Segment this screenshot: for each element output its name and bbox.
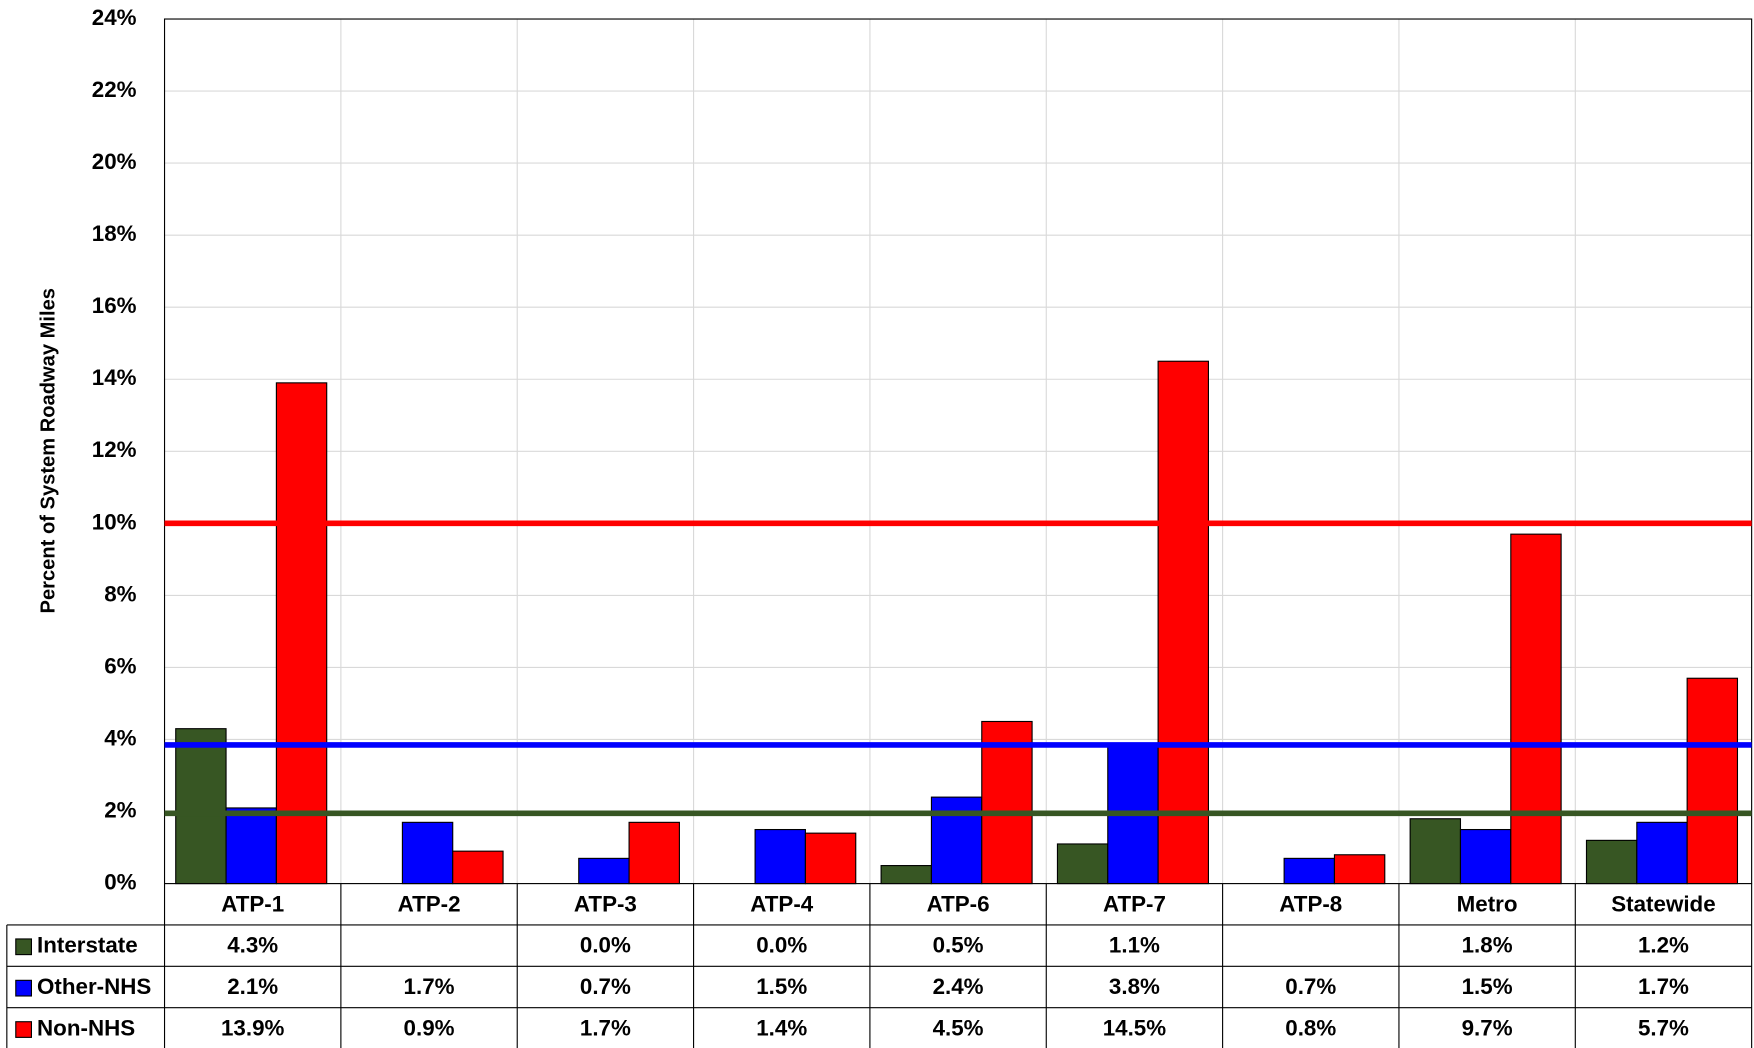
table-value: 1.1% — [1109, 933, 1160, 958]
y-tick-label: 18% — [92, 221, 137, 246]
table-value: 0.7% — [580, 974, 631, 999]
table-value: 1.4% — [756, 1015, 807, 1040]
bar — [275, 382, 328, 885]
bar — [1157, 360, 1209, 885]
bar — [1686, 677, 1739, 885]
x-tick-label: ATP-7 — [1103, 891, 1166, 916]
table-value: 1.8% — [1462, 933, 1513, 958]
legend-label: Interstate — [37, 933, 138, 958]
x-tick-label: Metro — [1457, 891, 1518, 916]
table-value: 0.9% — [404, 1015, 455, 1040]
table-value: 4.3% — [227, 933, 278, 958]
legend-label: Other-NHS — [37, 974, 151, 999]
bar — [981, 720, 1033, 885]
table-value: 9.7% — [1462, 1015, 1513, 1040]
bar — [930, 796, 983, 885]
table-value: 0.8% — [1285, 1015, 1336, 1040]
x-tick-label: ATP-1 — [221, 891, 284, 916]
bar — [225, 807, 277, 885]
table-value: 0.0% — [580, 933, 631, 958]
y-tick-label: 22% — [92, 77, 137, 102]
bar — [1636, 821, 1688, 885]
bar — [452, 850, 504, 885]
bar — [1510, 533, 1562, 885]
y-tick-label: 12% — [92, 437, 137, 462]
table-value: 5.7% — [1638, 1015, 1689, 1040]
table-value: 2.1% — [227, 974, 278, 999]
legend-label: Non-NHS — [37, 1015, 135, 1040]
x-tick-label: ATP-3 — [574, 891, 637, 916]
table-value: 1.7% — [580, 1015, 631, 1040]
x-tick-label: ATP-4 — [750, 891, 814, 916]
bar — [1283, 857, 1336, 885]
y-tick-label: 14% — [92, 365, 137, 390]
legend-swatch — [15, 979, 33, 997]
bar — [628, 821, 680, 885]
table-value: 0.0% — [756, 933, 807, 958]
table-value: 3.8% — [1109, 974, 1160, 999]
bar — [1409, 818, 1462, 885]
y-tick-label: 16% — [92, 293, 137, 318]
y-tick-label: 8% — [104, 581, 136, 606]
y-tick-label: 0% — [104, 869, 136, 894]
x-tick-label: ATP-6 — [927, 891, 990, 916]
y-tick-label: 10% — [92, 509, 137, 534]
table-value: 1.5% — [756, 974, 807, 999]
table-value: 13.9% — [221, 1015, 285, 1040]
table-value: 2.4% — [933, 974, 984, 999]
y-tick-label: 4% — [104, 725, 136, 750]
bar — [754, 828, 806, 885]
bar — [401, 821, 454, 885]
table-value: 14.5% — [1103, 1015, 1167, 1040]
bar — [1459, 828, 1512, 885]
table-value: 1.2% — [1638, 933, 1689, 958]
y-tick-label: 2% — [104, 797, 136, 822]
y-tick-label: 6% — [104, 653, 136, 678]
x-tick-label: ATP-2 — [398, 891, 461, 916]
table-value: 4.5% — [933, 1015, 984, 1040]
x-tick-label: Statewide — [1611, 891, 1715, 916]
table-value: 1.5% — [1462, 974, 1513, 999]
table-value: 1.7% — [404, 974, 455, 999]
bar — [1056, 843, 1109, 885]
bar — [578, 857, 630, 885]
y-tick-label: 24% — [92, 5, 137, 30]
y-axis-label: Percent of System Roadway Miles — [38, 288, 60, 613]
bar — [175, 728, 227, 885]
bar — [804, 832, 857, 885]
bar — [880, 865, 932, 885]
table-value: 0.7% — [1285, 974, 1336, 999]
table-value: 0.5% — [933, 933, 984, 958]
x-tick-label: ATP-8 — [1279, 891, 1342, 916]
y-tick-label: 20% — [92, 149, 137, 174]
legend-swatch — [15, 1021, 33, 1038]
table-value: 1.7% — [1638, 974, 1689, 999]
legend-swatch — [15, 938, 33, 956]
bar — [1333, 854, 1386, 885]
bar — [1585, 839, 1638, 885]
